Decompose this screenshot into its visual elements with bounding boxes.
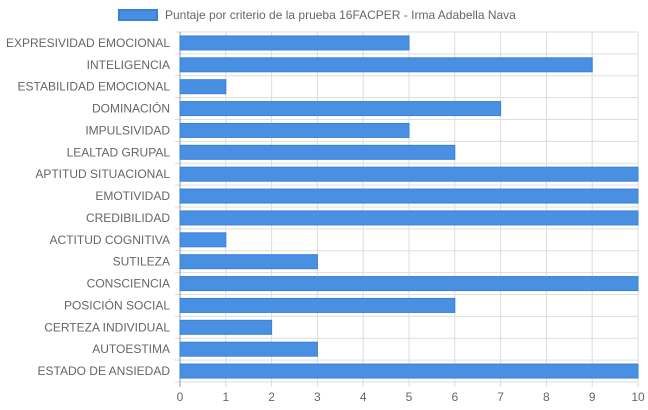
bar[interactable]	[179, 101, 502, 117]
y-category-label: EMOTIVIDAD	[95, 189, 170, 203]
x-tick-label: 0	[177, 390, 184, 404]
x-tick-label: 7	[497, 390, 504, 404]
bar[interactable]	[179, 232, 227, 248]
bar[interactable]	[179, 166, 639, 182]
x-tick-label: 2	[268, 390, 275, 404]
y-category-label: ACTITUD COGNITIVA	[50, 233, 170, 247]
legend-label: Puntaje por criterio de la prueba 16FACP…	[165, 8, 516, 22]
bars	[179, 35, 639, 379]
bar[interactable]	[179, 122, 410, 138]
bar[interactable]	[179, 276, 639, 292]
x-tick-label: 3	[314, 390, 321, 404]
y-category-label: IMPULSIVIDAD	[85, 123, 170, 137]
x-tick-label: 9	[589, 390, 596, 404]
bar[interactable]	[179, 35, 410, 51]
y-category-label: CONSCIENCIA	[87, 277, 170, 291]
bar[interactable]	[179, 79, 227, 95]
y-axis-labels: EXPRESIVIDAD EMOCIONAL INTELIGENCIA ESTABI…	[6, 36, 170, 378]
legend[interactable]: Puntaje por criterio de la prueba 16FACP…	[118, 5, 516, 25]
y-category-label: AUTOESTIMA	[92, 342, 170, 356]
bar[interactable]	[179, 297, 456, 313]
x-axis-labels: 0 1 2 3 4 5 6 7 8 9 10	[177, 390, 645, 404]
y-category-label: LEALTAD GRUPAL	[67, 145, 171, 159]
bar[interactable]	[179, 254, 318, 270]
bar[interactable]	[179, 210, 639, 226]
y-category-label: INTELIGENCIA	[87, 58, 170, 72]
x-tick-label: 4	[360, 390, 367, 404]
bar[interactable]	[179, 319, 273, 335]
y-category-label: SUTILEZA	[113, 255, 170, 269]
legend-swatch	[118, 9, 158, 21]
x-tick-label: 10	[631, 390, 645, 404]
y-category-label: ESTABILIDAD EMOCIONAL	[18, 80, 171, 94]
bar[interactable]	[179, 363, 639, 379]
x-tick-label: 1	[222, 390, 229, 404]
y-category-label: ESTADO DE ANSIEDAD	[38, 364, 171, 378]
x-tick-label: 8	[543, 390, 550, 404]
bar[interactable]	[179, 188, 639, 204]
y-category-label: CERTEZA INDIVIDUAL	[44, 320, 170, 334]
y-category-label: POSICIÓN SOCIAL	[64, 297, 170, 312]
bar[interactable]	[179, 341, 318, 357]
y-category-label: CREDIBILIDAD	[86, 211, 170, 225]
bar[interactable]	[179, 144, 456, 160]
y-category-label: EXPRESIVIDAD EMOCIONAL	[6, 36, 170, 50]
x-tick-label: 6	[451, 390, 458, 404]
bar[interactable]	[179, 57, 593, 73]
y-category-label: APTITUD SITUACIONAL	[35, 167, 170, 181]
y-category-label: DOMINACIÓN	[92, 101, 170, 116]
x-tick-label: 5	[406, 390, 413, 404]
